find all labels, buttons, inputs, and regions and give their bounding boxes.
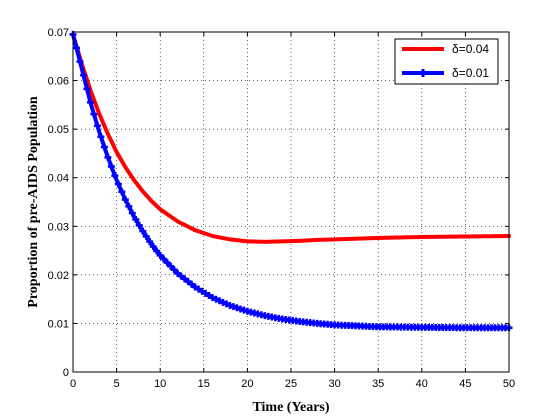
series-1-point [72, 44, 80, 52]
series-1-point [97, 133, 105, 141]
series-1-point [121, 196, 129, 204]
y-tick-label: 0.05 [48, 124, 69, 136]
series-1-point [90, 110, 98, 118]
series-1-point [125, 202, 133, 210]
series-1-point [118, 188, 126, 196]
series-1-point [100, 143, 108, 151]
x-tick-label: 15 [198, 378, 210, 390]
x-tick-label: 35 [372, 378, 384, 390]
x-tick-label: 50 [503, 378, 515, 390]
series-1-point [146, 238, 154, 246]
x-tick-label: 45 [459, 378, 471, 390]
y-tick-label: 0.07 [48, 27, 69, 39]
x-tick-label: 30 [328, 378, 340, 390]
series-1-point [139, 227, 147, 235]
series-line-0 [71, 32, 511, 244]
y-tick-label: 0.04 [48, 173, 69, 185]
series-1-point [79, 71, 87, 79]
series-1-point [104, 153, 112, 161]
legend-marker-1 [419, 69, 427, 77]
x-tick-label: 10 [154, 378, 166, 390]
series-1-point [170, 266, 178, 274]
series-1-point [156, 251, 164, 259]
series-1-point [163, 259, 171, 267]
series-1-point [153, 247, 161, 255]
y-tick-label: 0.01 [48, 318, 69, 330]
legend-label-0: δ=0.04 [452, 42, 489, 56]
series-1-point [142, 232, 150, 240]
series-1-point [76, 58, 84, 66]
y-tick-label: 0.03 [48, 221, 69, 233]
series-1-point [128, 209, 136, 217]
y-tick-label: 0.02 [48, 270, 69, 282]
series-1-point [114, 180, 122, 188]
series-1-point [83, 85, 91, 93]
x-tick-label: 40 [416, 378, 428, 390]
grid-layer [73, 32, 509, 372]
y-axis-title: Proportion of pre-AIDS Population [26, 96, 41, 308]
series-1-point [107, 162, 115, 170]
series-1-point [135, 221, 143, 229]
y-tick-label: 0.06 [48, 76, 69, 88]
x-tick-label: 25 [285, 378, 297, 390]
series-1-point [167, 262, 175, 270]
legend-label-1: δ=0.01 [452, 66, 489, 80]
x-tick-label: 5 [114, 378, 120, 390]
legend-box [394, 38, 499, 85]
x-axis-title: Time (Years) [252, 400, 329, 415]
x-tick-label: 20 [241, 378, 253, 390]
series-1-point [111, 172, 119, 180]
x-tick-label: 0 [70, 378, 76, 390]
tick-layer: 0 5 10 15 20 25 30 35 40 45 50 0 0.01 0.02 0.03 0.04 0.0… [48, 27, 516, 390]
series-1-point [86, 98, 94, 106]
series-1-point [93, 122, 101, 130]
series-1-point [132, 215, 140, 223]
series-markers-1 [69, 30, 513, 332]
series-layer [69, 30, 513, 332]
y-tick-label: 0 [63, 367, 69, 379]
series-1-point [149, 242, 157, 250]
series-1-point [160, 255, 168, 263]
legend: δ=0.04 δ=0.01 [394, 38, 499, 85]
